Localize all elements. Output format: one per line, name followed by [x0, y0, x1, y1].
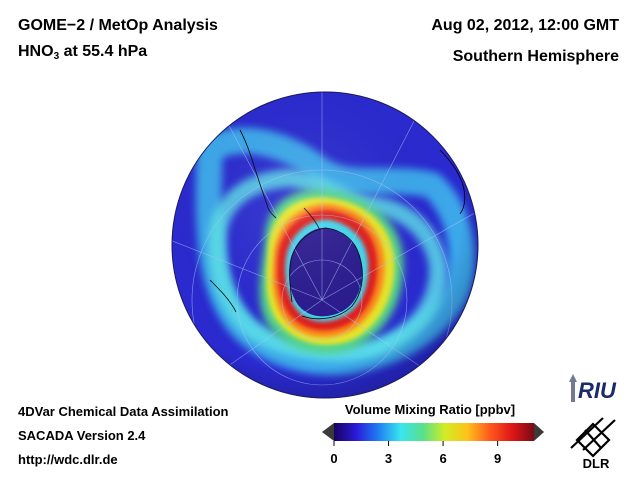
- globe-shading: [172, 92, 478, 398]
- footer-url-link[interactable]: http://wdc.dlr.de: [18, 452, 118, 467]
- dlr-logo-text: DLR: [583, 456, 610, 470]
- colorbar-tick-label: 3: [384, 451, 393, 466]
- riu-logo-spire: [569, 374, 577, 382]
- colorbar-tick-label: 9: [494, 451, 502, 466]
- colorbar-ramp: [334, 423, 534, 441]
- hemisphere-title: Southern Hemisphere: [452, 48, 619, 65]
- analysis-title: GOME−2 / MetOp Analysis: [18, 17, 218, 34]
- date-time-title: Aug 02, 2012, 12:00 GMT: [431, 17, 619, 34]
- riu-logo-bar: [571, 382, 575, 402]
- colorbar-title: Volume Mixing Ratio [ppbv]: [344, 402, 516, 417]
- species-name: HNO: [18, 43, 54, 60]
- colorbar-high-arrow: [534, 423, 544, 441]
- riu-logo: RIU: [569, 374, 617, 403]
- globe-map: [171, 91, 479, 399]
- species-level-title: HNO3 at 55.4 hPa: [18, 43, 147, 62]
- footer-version-label: SACADA Version 2.4: [18, 428, 146, 443]
- colorbar-tick-label: 0: [330, 451, 338, 466]
- dlr-logo: DLR: [570, 417, 616, 470]
- globe-outline: [171, 91, 479, 399]
- colorbar-graphic: [322, 423, 544, 446]
- colorbar-low-arrow: [322, 423, 334, 441]
- colorbar-tick-label: 6: [439, 451, 447, 466]
- colorbar: Volume Mixing Ratio [ppbv] 0 3 6 9: [318, 402, 548, 474]
- dlr-logo-mark: [570, 417, 616, 458]
- pressure-level: at 55.4 hPa: [59, 43, 148, 60]
- species-subscript: 3: [53, 51, 60, 62]
- riu-logo-text: RIU: [578, 378, 617, 403]
- globe-content: [172, 92, 478, 398]
- footer-assimilation-label: 4DVar Chemical Data Assimilation: [18, 404, 229, 419]
